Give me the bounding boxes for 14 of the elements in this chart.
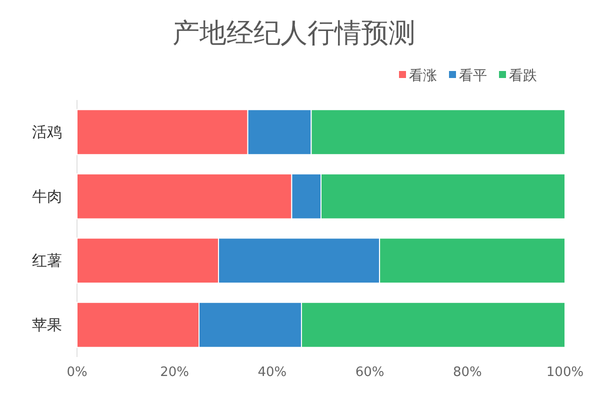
x-tick-label: 100% xyxy=(546,365,584,380)
y-tick-label: 红薯 xyxy=(32,252,62,270)
x-tick-label: 0% xyxy=(66,365,88,380)
x-tick-label: 40% xyxy=(258,365,287,380)
x-tick-label: 20% xyxy=(160,365,190,380)
x-tick-label: 60% xyxy=(355,365,384,380)
y-tick-label: 苹果 xyxy=(32,316,62,334)
legend-label: 看平 xyxy=(459,68,487,84)
title: 产地经纪人行情预测 xyxy=(172,18,416,49)
y-tick-label: 活鸡 xyxy=(32,123,62,142)
y-tick-label: 牛肉 xyxy=(32,187,62,206)
legend-label: 看跌 xyxy=(509,68,537,84)
x-tick-label: 80% xyxy=(452,365,482,380)
legend-label: 看涨 xyxy=(409,68,437,84)
